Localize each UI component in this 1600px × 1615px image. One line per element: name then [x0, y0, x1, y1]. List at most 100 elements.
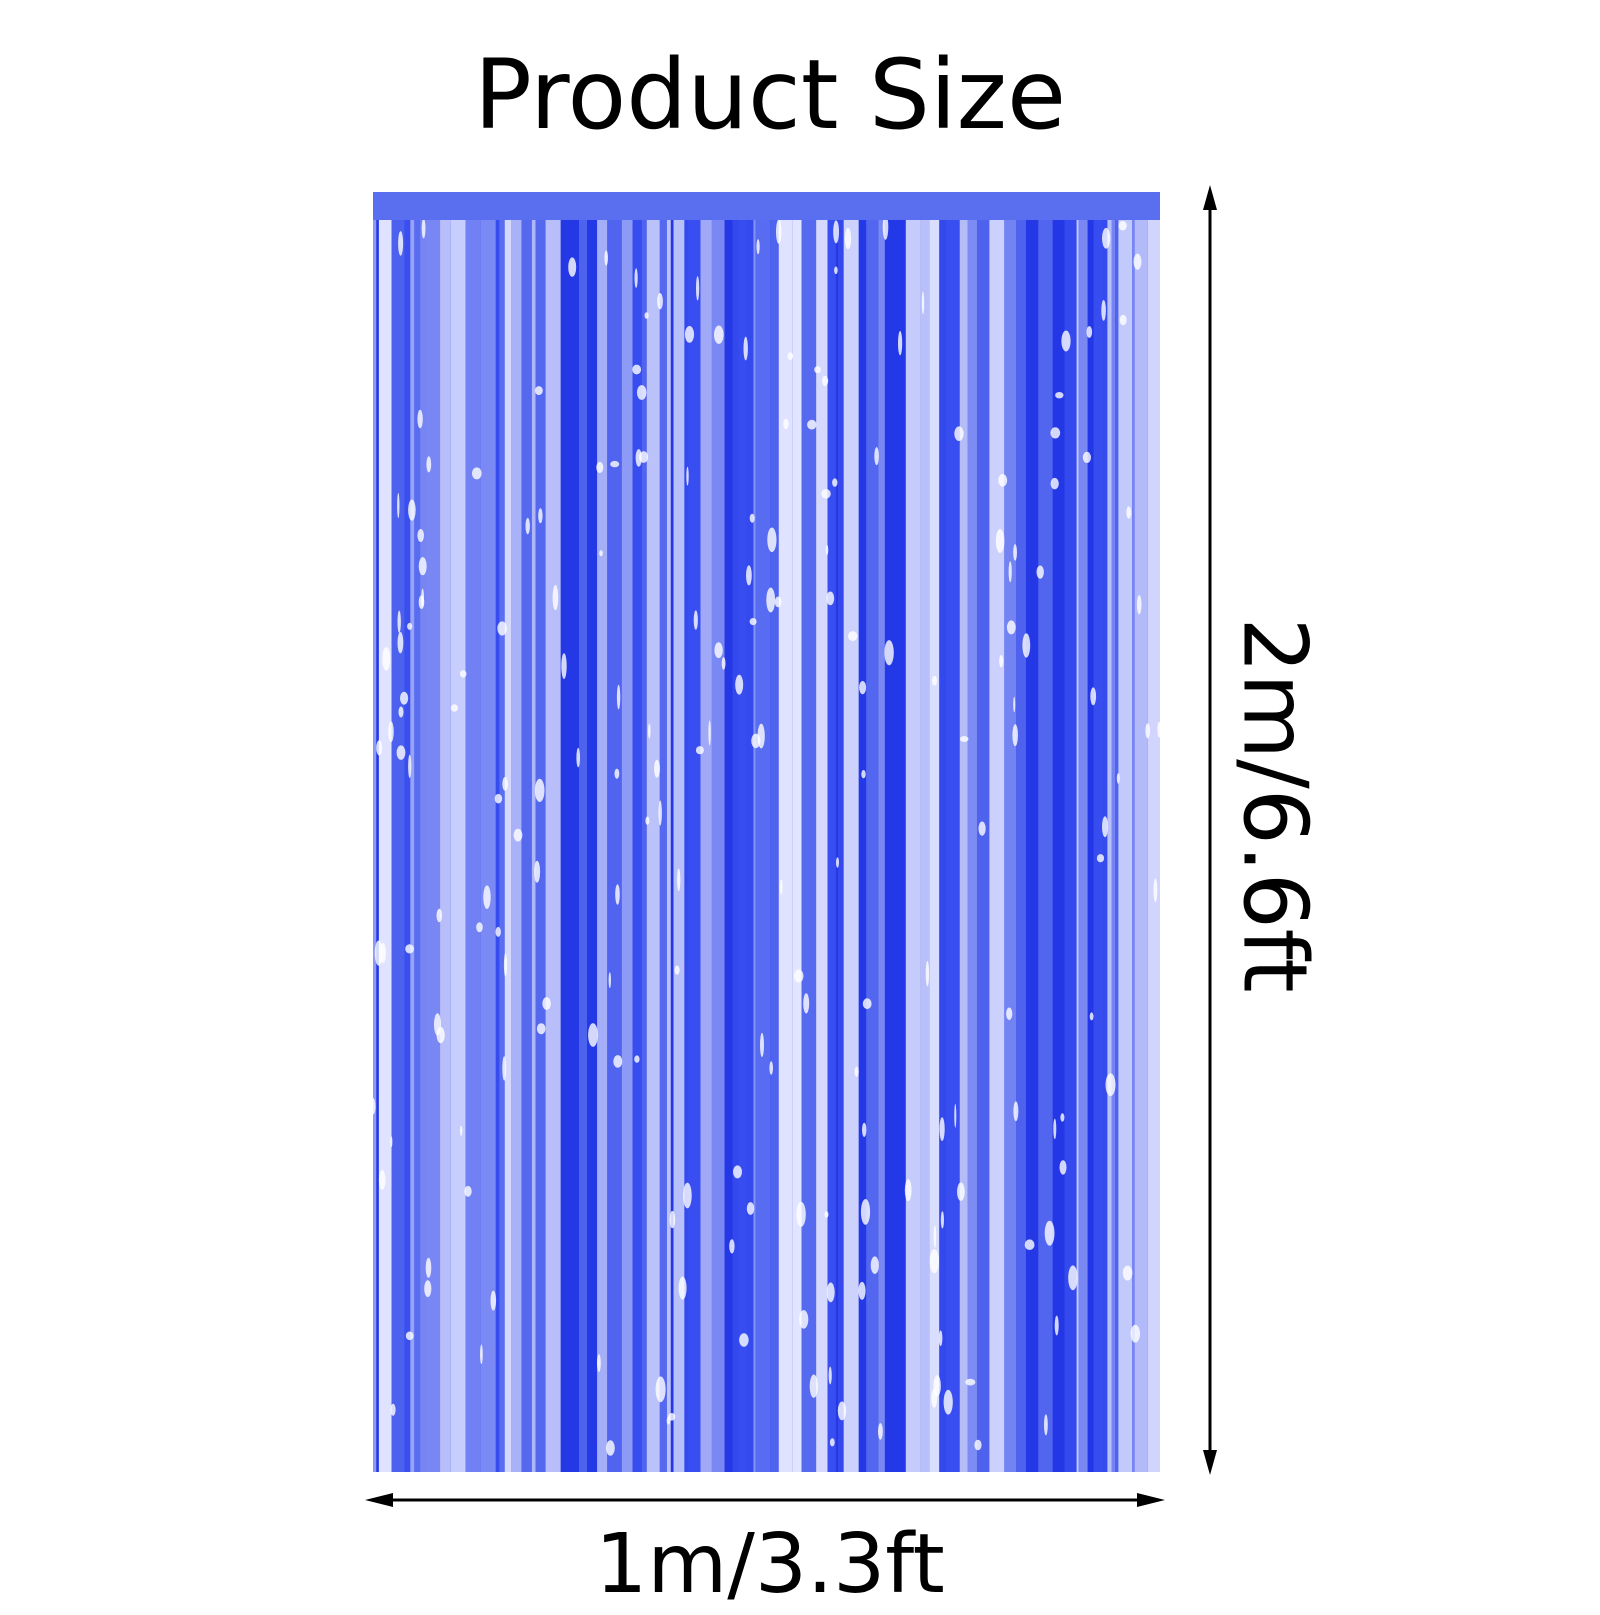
foil-highlight — [1036, 565, 1044, 579]
fringe-strip — [1115, 212, 1119, 1472]
foil-highlight — [822, 375, 829, 387]
foil-highlight — [965, 1378, 976, 1386]
foil-highlight — [610, 460, 620, 468]
foil-highlight — [1050, 427, 1061, 439]
foil-highlight — [490, 1290, 497, 1311]
foil-highlight — [615, 884, 620, 905]
foil-highlight — [1153, 878, 1158, 903]
foil-highlight — [693, 610, 698, 630]
fringe-strip — [1064, 212, 1077, 1472]
foil-highlight — [714, 642, 723, 659]
fringe-strip — [504, 212, 512, 1472]
fringe-strip — [425, 212, 441, 1472]
fringe-strip — [621, 212, 633, 1472]
foil-highlight — [874, 447, 879, 466]
foil-highlight — [931, 675, 938, 686]
foil-highlight — [632, 364, 642, 375]
foil-highlight — [683, 1182, 692, 1209]
foil-highlight — [898, 330, 903, 356]
page-title: Product Size — [473, 39, 1067, 151]
foil-highlight — [995, 529, 1005, 553]
fringe-strip — [391, 212, 405, 1472]
foil-highlight — [390, 1136, 393, 1148]
foil-highlight — [408, 499, 416, 521]
foil-highlight — [1101, 300, 1106, 321]
foil-highlight — [714, 325, 724, 344]
fringe-strip — [1134, 212, 1148, 1472]
fringe-strip — [607, 212, 622, 1472]
foil-highlight — [779, 879, 783, 895]
foil-highlight — [921, 291, 925, 315]
foil-highlight — [929, 1249, 939, 1274]
fringe-strip — [1093, 212, 1104, 1472]
foil-highlight — [735, 674, 744, 695]
fringe-strip — [920, 212, 930, 1472]
fringe-strip — [700, 212, 712, 1472]
foil-highlight — [636, 385, 647, 400]
foil-highlight — [862, 998, 872, 1010]
foil-highlight — [940, 1211, 945, 1229]
foil-highlight — [776, 219, 782, 244]
foil-highlight — [696, 276, 700, 301]
foil-highlight — [425, 1257, 432, 1278]
foil-highlight — [832, 478, 838, 487]
fringe-strip — [905, 212, 921, 1472]
width-label: 1m/3.3ft — [595, 1517, 945, 1612]
foil-highlight — [957, 1182, 965, 1201]
foil-highlight — [793, 969, 804, 983]
fringe-strip — [945, 212, 960, 1472]
fringe-strip — [724, 212, 733, 1472]
fringe-strip — [711, 212, 725, 1472]
foil-highlight — [568, 257, 577, 277]
foil-highlight — [848, 631, 858, 642]
fringe-strip — [1078, 212, 1088, 1472]
fringe-strip — [465, 212, 481, 1472]
foil-highlight — [938, 1330, 943, 1346]
fringe-strip — [967, 212, 977, 1472]
fringe-strip — [535, 212, 546, 1472]
foil-highlight — [1044, 1220, 1055, 1246]
fringe-strip — [1038, 212, 1053, 1472]
foil-highlight — [1006, 1007, 1013, 1020]
fringe-strip — [378, 212, 392, 1472]
foil-highlight — [708, 720, 711, 746]
fringe-strip — [659, 212, 667, 1472]
foil-highlight — [405, 944, 414, 954]
foil-highlight — [1082, 451, 1091, 463]
fringe-strip — [778, 212, 793, 1472]
fringe-strip — [440, 212, 451, 1472]
foil-highlight — [398, 706, 404, 718]
foil-highlight — [882, 214, 889, 240]
foil-highlight — [774, 596, 782, 608]
foil-highlight — [746, 1202, 755, 1215]
foil-highlight — [1086, 326, 1093, 338]
fringe-strip — [1052, 212, 1065, 1472]
fringe-strip — [673, 212, 685, 1472]
foil-highlight — [884, 640, 894, 666]
foil-highlight — [974, 1439, 982, 1451]
foil-highlight — [1060, 1113, 1065, 1122]
foil-highlight — [634, 1055, 640, 1063]
foil-highlight — [733, 1165, 742, 1179]
foil-highlight — [608, 972, 611, 989]
foil-highlight — [743, 336, 748, 361]
foil-highlight — [783, 418, 789, 430]
foil-highlight — [836, 857, 839, 868]
fringe-strip — [755, 212, 771, 1472]
foil-highlight — [655, 1376, 666, 1403]
fringe-strip — [1111, 212, 1116, 1472]
foil-highlight — [862, 1122, 867, 1137]
fringe-strip — [890, 212, 906, 1472]
fringe-strip — [792, 212, 802, 1472]
fringe-strip — [878, 212, 885, 1472]
curtain-header-band — [373, 192, 1160, 220]
foil-highlight — [834, 266, 838, 275]
foil-highlight — [666, 1416, 671, 1425]
foil-highlight — [459, 670, 467, 678]
foil-highlight — [814, 366, 821, 374]
fringe-strip — [578, 212, 588, 1472]
foil-highlight — [998, 474, 1008, 487]
foil-highlight — [1059, 1160, 1067, 1175]
foil-highlight — [398, 231, 404, 256]
foil-highlight — [374, 940, 383, 966]
